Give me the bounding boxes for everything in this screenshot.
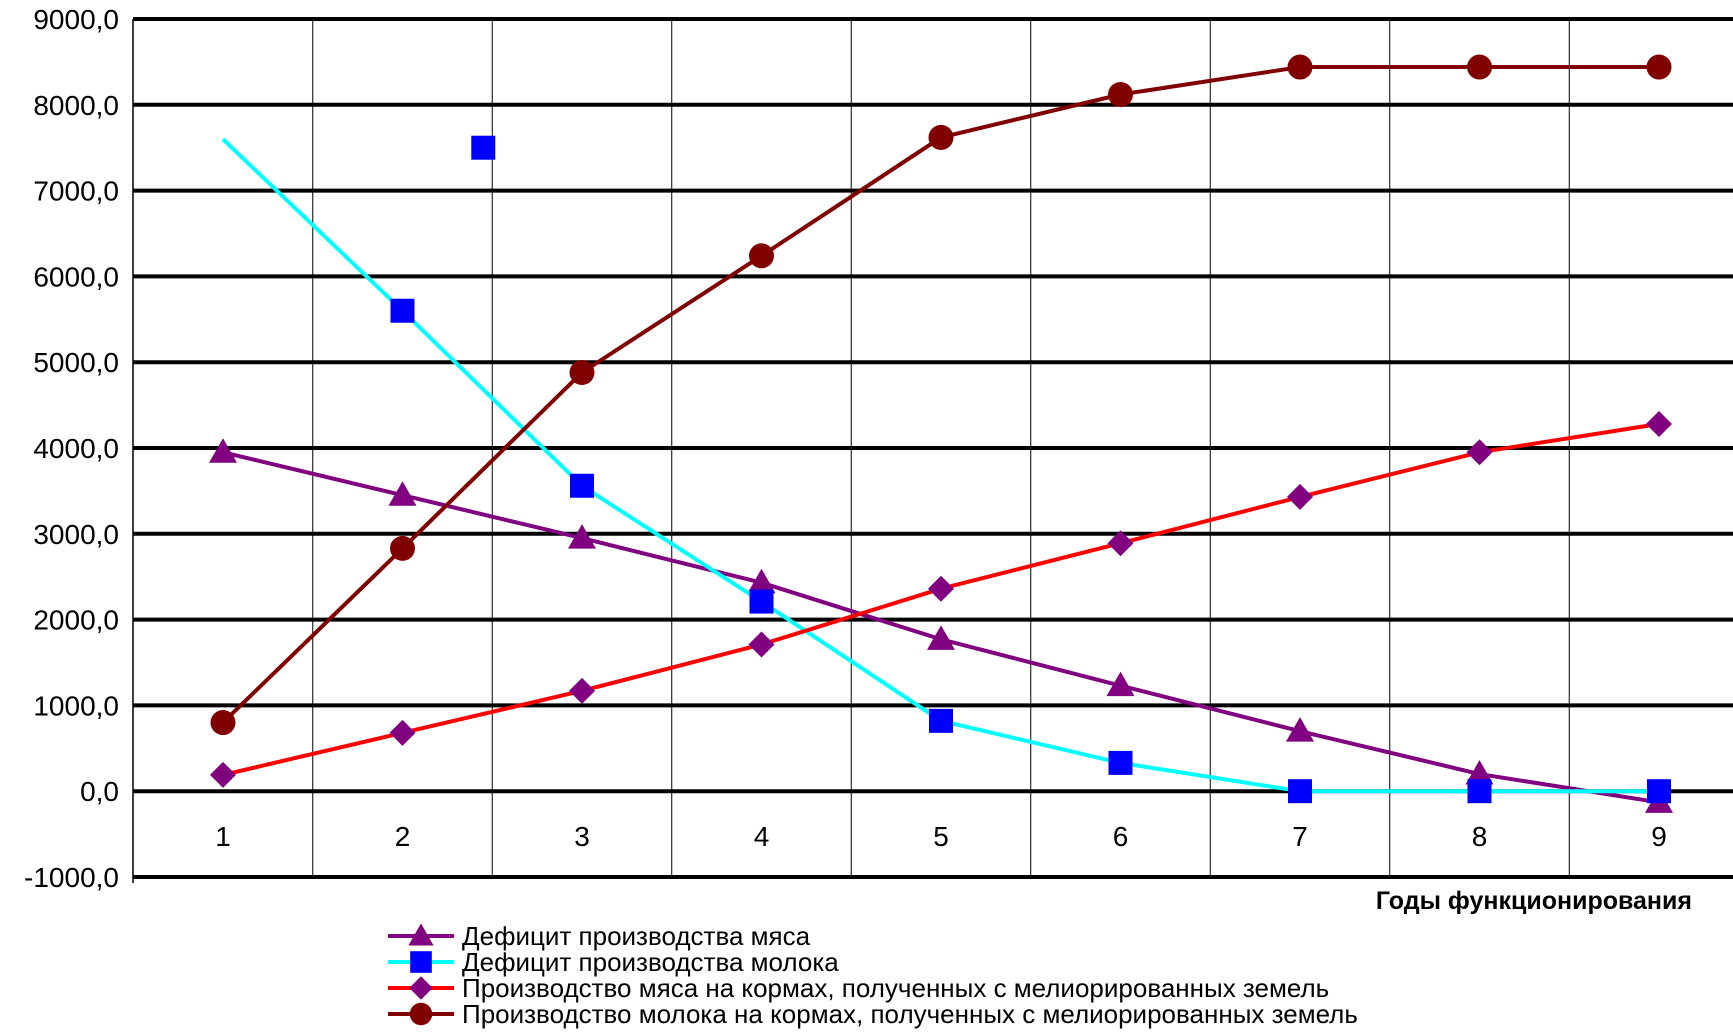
grid bbox=[132, 17, 1733, 883]
data-point bbox=[390, 298, 415, 323]
y-axis-ticks: 9000,0 8000,0 7000,0 6000,0 5000,0 4000,0 3000… bbox=[24, 4, 119, 893]
data-point bbox=[389, 719, 416, 746]
data-point bbox=[210, 761, 236, 788]
data-point bbox=[1467, 779, 1492, 804]
y-tick-label: -1000,0 bbox=[24, 862, 119, 893]
x-tick-label: 1 bbox=[215, 821, 231, 852]
x-axis-ticks: 1 2 3 4 5 6 7 8 9 bbox=[215, 821, 1667, 852]
data-point bbox=[409, 1002, 433, 1026]
legend-item: Дефицит производства мяса bbox=[388, 921, 811, 951]
y-tick-label: 5000,0 bbox=[33, 347, 119, 378]
legend-label: Дефицит производства мяса bbox=[462, 921, 811, 951]
data-point bbox=[1107, 530, 1134, 557]
data-point bbox=[747, 568, 776, 594]
legend-label: Дефицит производства молока bbox=[462, 947, 839, 977]
data-point bbox=[1288, 779, 1312, 804]
series-2 bbox=[221, 135, 1671, 804]
y-tick-label: 8000,0 bbox=[33, 90, 119, 121]
data-point bbox=[410, 951, 432, 973]
y-tick-label: 9000,0 bbox=[33, 4, 119, 35]
series-group bbox=[209, 54, 1673, 813]
x-tick-label: 7 bbox=[1292, 821, 1308, 852]
data-point bbox=[1108, 82, 1133, 108]
data-point bbox=[749, 589, 774, 614]
data-point bbox=[1108, 750, 1133, 775]
series-line bbox=[221, 65, 1659, 724]
x-tick-label: 4 bbox=[754, 821, 770, 852]
data-point bbox=[1647, 779, 1671, 804]
data-point bbox=[409, 976, 433, 1000]
legend-label: Производство молока на кормах, полученны… bbox=[462, 999, 1358, 1029]
data-point bbox=[210, 710, 236, 736]
data-point bbox=[568, 524, 596, 549]
data-point bbox=[570, 473, 594, 498]
x-tick-label: 2 bbox=[395, 821, 411, 852]
x-tick-label: 6 bbox=[1113, 821, 1129, 852]
data-point bbox=[929, 708, 953, 733]
data-point bbox=[388, 481, 417, 506]
y-tick-label: 2000,0 bbox=[33, 605, 119, 636]
data-point bbox=[749, 243, 774, 269]
y-tick-label: 0,0 bbox=[80, 776, 119, 807]
data-point bbox=[209, 438, 237, 463]
x-tick-label: 3 bbox=[574, 821, 590, 852]
data-point bbox=[1287, 54, 1313, 80]
data-point bbox=[928, 124, 954, 150]
y-tick-label: 1000,0 bbox=[33, 690, 119, 721]
y-tick-label: 7000,0 bbox=[33, 176, 119, 207]
data-point bbox=[1646, 54, 1672, 80]
data-point bbox=[569, 677, 595, 704]
legend-item: Производство мяса на кормах, полученных … bbox=[388, 973, 1329, 1003]
y-tick-label: 4000,0 bbox=[33, 433, 119, 464]
x-tick-label: 9 bbox=[1651, 821, 1667, 852]
data-point bbox=[927, 625, 955, 650]
series-line bbox=[221, 137, 1659, 794]
series-1 bbox=[209, 438, 1673, 813]
data-point bbox=[1106, 671, 1135, 697]
y-tick-label: 3000,0 bbox=[33, 519, 119, 550]
data-point bbox=[390, 535, 415, 561]
data-point bbox=[1466, 439, 1493, 466]
x-tick-label: 8 bbox=[1472, 821, 1488, 852]
data-point bbox=[1467, 54, 1492, 80]
x-axis-title: Годы функционирования bbox=[1376, 887, 1692, 915]
legend-item: Производство молока на кормах, полученны… bbox=[388, 999, 1358, 1029]
data-point bbox=[928, 575, 954, 602]
data-point bbox=[471, 135, 496, 160]
legend-label: Производство мяса на кормах, полученных … bbox=[462, 973, 1329, 1003]
data-point bbox=[748, 631, 775, 658]
data-point bbox=[1646, 410, 1672, 437]
series-4 bbox=[210, 54, 1672, 736]
y-tick-label: 6000,0 bbox=[33, 261, 119, 292]
data-point bbox=[408, 923, 434, 946]
x-tick-label: 5 bbox=[933, 821, 949, 852]
data-point bbox=[569, 359, 595, 385]
legend-item: Дефицит производства молока bbox=[388, 947, 839, 977]
data-point bbox=[1286, 717, 1314, 742]
data-point bbox=[1465, 760, 1494, 785]
series-3 bbox=[210, 410, 1672, 788]
data-point bbox=[1287, 483, 1313, 510]
